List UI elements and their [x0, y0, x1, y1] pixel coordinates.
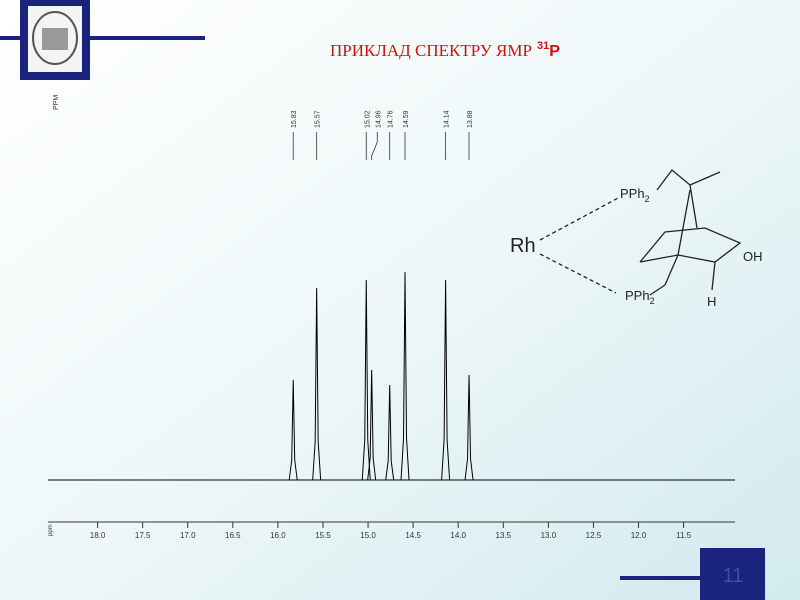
phosphine-label: PPh2	[620, 186, 650, 204]
peak	[400, 271, 410, 481]
x-axis-title: PPM	[53, 95, 60, 110]
peak-label: 14.59	[403, 110, 410, 128]
slide-title: ПРИКЛАД СПЕКТРУ ЯМР 31P	[330, 40, 560, 60]
logo-emblem	[32, 11, 78, 65]
x-tick-label: 15.5	[315, 531, 331, 540]
x-tick-label: 16.0	[270, 531, 286, 540]
logo-emblem	[42, 28, 68, 50]
phosphine-subscript: 2	[650, 296, 655, 306]
peak-label: 14.76	[388, 110, 395, 128]
peak	[385, 384, 395, 481]
x-axis-unit: ppm	[48, 524, 54, 536]
peak	[288, 379, 298, 481]
title-superscript: 31	[537, 40, 549, 52]
peak	[441, 279, 451, 481]
x-tick-label: 15.0	[360, 531, 376, 540]
page-number: 11	[723, 565, 744, 587]
phosphine-label: PPh2	[625, 288, 655, 306]
x-tick-label: 13.5	[496, 531, 512, 540]
page-number-box	[700, 548, 765, 600]
x-tick-label: 12.5	[586, 531, 602, 540]
peak-label-leader	[371, 132, 378, 160]
title-text: ПРИКЛАД СПЕКТРУ ЯМР	[330, 41, 532, 60]
peak-label: 13.88	[467, 110, 474, 128]
phosphine-subscript: 2	[645, 194, 650, 204]
hydroxyl-label: OH	[743, 249, 763, 264]
metal-label: Rh	[510, 235, 536, 257]
x-tick-label: 11.5	[676, 531, 692, 540]
spectrum: 18.0 17.5 17.0 16.5 16.0 15.5 15.0 14.5 14.0 13.5…	[48, 110, 735, 540]
peak	[312, 287, 322, 481]
structure-drawing	[539, 169, 742, 296]
x-tick-label: 13.0	[541, 531, 557, 540]
x-tick-label: 14.5	[405, 531, 421, 540]
peak-label: 15.83	[291, 110, 298, 128]
peak	[367, 369, 377, 481]
x-tick-label: 18.0	[90, 531, 106, 540]
x-tick-label: 17.5	[135, 531, 151, 540]
hydrogen-label: H	[707, 294, 716, 309]
peak	[361, 279, 371, 481]
x-tick-label: 17.0	[180, 531, 196, 540]
peak-label: 15.57	[315, 110, 322, 128]
peak-label: 14.14	[444, 110, 451, 128]
phosphine-text: PPh	[625, 288, 650, 303]
title-element: P	[549, 43, 560, 60]
peak-label: 15.02	[364, 110, 371, 128]
x-tick-label: 16.5	[225, 531, 241, 540]
x-tick-label: 12.0	[631, 531, 647, 540]
peak	[464, 374, 474, 481]
x-tick-label: 14.0	[450, 531, 466, 540]
phosphine-text: PPh	[620, 186, 645, 201]
peak-label: 14.96	[375, 110, 382, 128]
